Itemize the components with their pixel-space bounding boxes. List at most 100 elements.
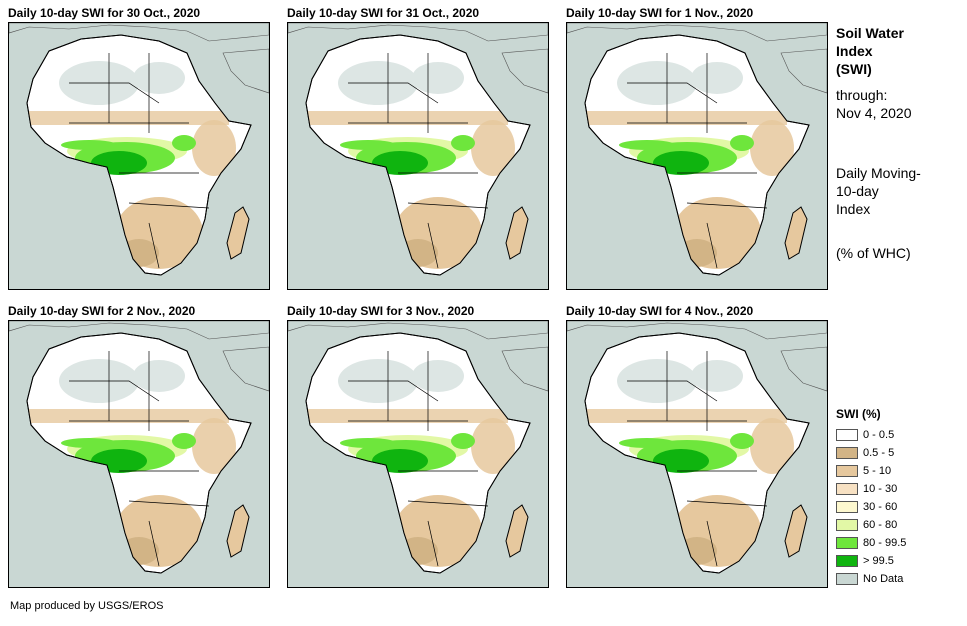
west-africa-green xyxy=(61,140,117,150)
legend-item: 10 - 30 xyxy=(836,480,956,498)
eurasia-outline xyxy=(288,321,548,392)
africa-map xyxy=(287,22,549,290)
legend-label: 30 - 60 xyxy=(863,501,898,513)
map-panel-5: Daily 10-day SWI for 3 Nov., 2020 xyxy=(287,302,549,588)
panel-title: Daily 10-day SWI for 1 Nov., 2020 xyxy=(566,6,754,20)
country-borders xyxy=(627,351,768,567)
east-africa-tan xyxy=(471,120,515,176)
panel-title: Daily 10-day SWI for 3 Nov., 2020 xyxy=(287,304,475,318)
description-line: Daily Moving- xyxy=(836,165,921,181)
legend-label: 0 - 0.5 xyxy=(863,429,895,441)
east-africa-tan xyxy=(471,418,515,474)
legend-title: SWI (%) xyxy=(836,407,881,421)
swi-fill-layer xyxy=(587,61,794,269)
east-africa-tan xyxy=(750,418,794,474)
legend-item: 0 - 0.5 xyxy=(836,426,956,444)
description-line: Index xyxy=(836,201,871,217)
ethiopia-green xyxy=(451,135,475,151)
sidebar-title-line: (SWI) xyxy=(836,61,872,77)
sahel-belt xyxy=(587,111,787,125)
equator-dark-green xyxy=(653,151,709,175)
africa-map xyxy=(8,320,270,588)
map-svg xyxy=(9,321,269,587)
nodata-patch xyxy=(691,62,743,94)
legend-swatch xyxy=(836,429,858,441)
legend-swatch xyxy=(836,501,858,513)
eurasia-outline xyxy=(567,321,827,392)
ethiopia-green xyxy=(172,135,196,151)
nodata-patch xyxy=(412,360,464,392)
nodata-patch xyxy=(691,360,743,392)
legend-swatch xyxy=(836,519,858,531)
map-panel-6: Daily 10-day SWI for 4 Nov., 2020 xyxy=(566,302,828,588)
coastline xyxy=(26,332,252,574)
map-svg xyxy=(288,321,548,587)
legend-item: 5 - 10 xyxy=(836,462,956,480)
ethiopia-green xyxy=(172,433,196,449)
legend-swatch xyxy=(836,573,858,585)
country-borders xyxy=(348,351,489,567)
swi-fill-layer xyxy=(587,359,794,567)
africa-map xyxy=(287,320,549,588)
coastline xyxy=(305,332,531,574)
eurasia-outline xyxy=(288,23,548,94)
legend-label: 80 - 99.5 xyxy=(863,537,907,549)
map-svg xyxy=(567,321,827,587)
west-africa-green xyxy=(61,438,117,448)
country-borders xyxy=(627,53,768,269)
legend-item: 80 - 99.5 xyxy=(836,534,956,552)
eurasia-outline xyxy=(9,321,269,392)
ethiopia-green xyxy=(451,433,475,449)
through-label: through: xyxy=(836,87,888,103)
nodata-patch xyxy=(412,62,464,94)
coastline xyxy=(584,332,810,574)
east-africa-tan xyxy=(192,120,236,176)
east-africa-tan xyxy=(192,418,236,474)
sahel-belt xyxy=(29,111,229,125)
legend-label: 5 - 10 xyxy=(863,465,892,477)
ethiopia-green xyxy=(730,433,754,449)
swi-fill-layer xyxy=(308,61,515,269)
units-label: (% of WHC) xyxy=(836,245,911,261)
country-borders xyxy=(69,53,210,269)
map-panel-2: Daily 10-day SWI for 31 Oct., 2020 xyxy=(287,4,549,290)
madagascar xyxy=(226,206,250,260)
panel-title: Daily 10-day SWI for 31 Oct., 2020 xyxy=(287,6,480,20)
credit-text: Map produced by USGS/EROS xyxy=(10,600,164,612)
eurasia-outline xyxy=(567,23,827,94)
west-africa-green xyxy=(340,140,396,150)
sahel-belt xyxy=(29,409,229,423)
madagascar xyxy=(505,504,529,558)
legend-swatch xyxy=(836,465,858,477)
coastline xyxy=(584,34,810,276)
legend: SWI (%) 0 - 0.5 0.5 - 5 5 - 10 10 - 30 3… xyxy=(836,406,956,588)
legend-item: 0.5 - 5 xyxy=(836,444,956,462)
west-africa-green xyxy=(340,438,396,448)
sidebar-title-line: Index xyxy=(836,43,873,59)
east-africa-tan xyxy=(750,120,794,176)
country-borders xyxy=(69,351,210,567)
ethiopia-green xyxy=(730,135,754,151)
map-panel-4: Daily 10-day SWI for 2 Nov., 2020 xyxy=(8,302,270,588)
legend-label: 0.5 - 5 xyxy=(863,447,895,459)
legend-item: 30 - 60 xyxy=(836,498,956,516)
legend-label: No Data xyxy=(863,573,904,585)
through-block: through: Nov 4, 2020 xyxy=(836,86,912,122)
west-africa-green xyxy=(619,438,675,448)
legend-item: 60 - 80 xyxy=(836,516,956,534)
country-borders xyxy=(348,53,489,269)
legend-swatch xyxy=(836,483,858,495)
madagascar xyxy=(784,504,808,558)
legend-label: > 99.5 xyxy=(863,555,894,567)
panel-title: Daily 10-day SWI for 4 Nov., 2020 xyxy=(566,304,754,318)
legend-label: 10 - 30 xyxy=(863,483,898,495)
sahel-belt xyxy=(308,409,508,423)
legend-swatch xyxy=(836,555,858,567)
map-svg xyxy=(567,23,827,289)
panel-title: Daily 10-day SWI for 30 Oct., 2020 xyxy=(8,6,201,20)
legend-item: > 99.5 xyxy=(836,552,956,570)
nodata-patch xyxy=(133,62,185,94)
through-date: Nov 4, 2020 xyxy=(836,105,912,121)
map-panel-1: Daily 10-day SWI for 30 Oct., 2020 xyxy=(8,4,270,290)
map-panel-3: Daily 10-day SWI for 1 Nov., 2020 xyxy=(566,4,828,290)
